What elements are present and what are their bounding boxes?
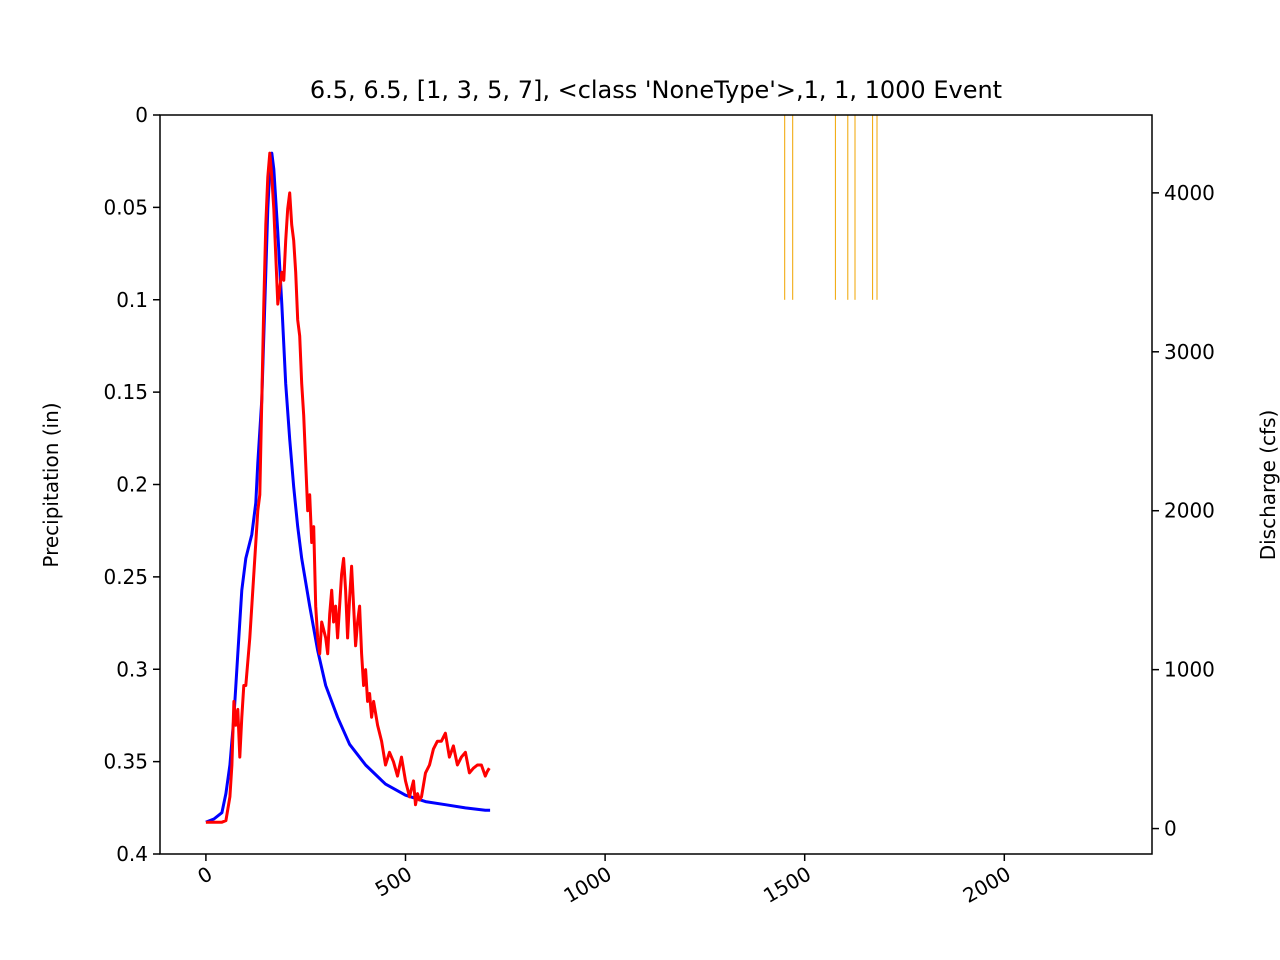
left-tick-label-4: 0.2 — [116, 473, 148, 497]
series-line-1 — [205, 151, 491, 824]
left-tick-label-0: 0 — [135, 103, 148, 127]
left-axis-label: Precipitation (in) — [39, 402, 63, 567]
precip-bar-6 — [876, 115, 878, 300]
left-tick-label-5: 0.25 — [103, 565, 148, 589]
left-tick-label-2: 0.1 — [116, 288, 148, 312]
right-tick-label-1: 1000 — [1164, 658, 1215, 682]
left-tick-label-8: 0.4 — [116, 842, 148, 866]
precip-bar-0 — [784, 115, 786, 300]
right-tick-label-0: 0 — [1164, 817, 1177, 841]
precip-bar-2 — [834, 115, 836, 300]
right-tick-label-2: 2000 — [1164, 499, 1215, 523]
right-axis-ticks: 0 1000 2000 3000 4000 — [1152, 181, 1215, 841]
series-lines — [205, 151, 491, 824]
left-tick-label-3: 0.15 — [103, 380, 148, 404]
precip-bar-5 — [872, 115, 874, 300]
series-line-0 — [205, 151, 491, 824]
precip-bar-1 — [792, 115, 794, 300]
precip-bars — [784, 115, 878, 300]
left-tick-label-1: 0.05 — [103, 195, 148, 219]
left-tick-label-7: 0.35 — [103, 750, 148, 774]
left-tick-label-6: 0.3 — [116, 657, 148, 681]
precip-bar-4 — [854, 115, 856, 300]
chart-title: 6.5, 6.5, [1, 3, 5, 7], <class 'NoneType… — [310, 76, 1002, 104]
right-tick-label-3: 3000 — [1164, 340, 1215, 364]
left-axis-ticks: 0 0.05 0.1 0.15 0.2 0.25 0.3 0.35 0.4 — [103, 103, 160, 866]
right-axis-label: Discharge (cfs) — [1256, 410, 1280, 561]
precip-bar-3 — [847, 115, 849, 300]
right-tick-label-4: 4000 — [1164, 181, 1215, 205]
